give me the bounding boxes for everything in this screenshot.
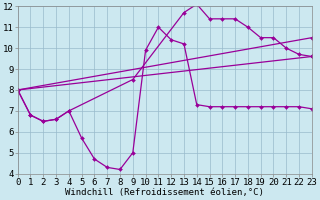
X-axis label: Windchill (Refroidissement éolien,°C): Windchill (Refroidissement éolien,°C) [65,188,264,197]
